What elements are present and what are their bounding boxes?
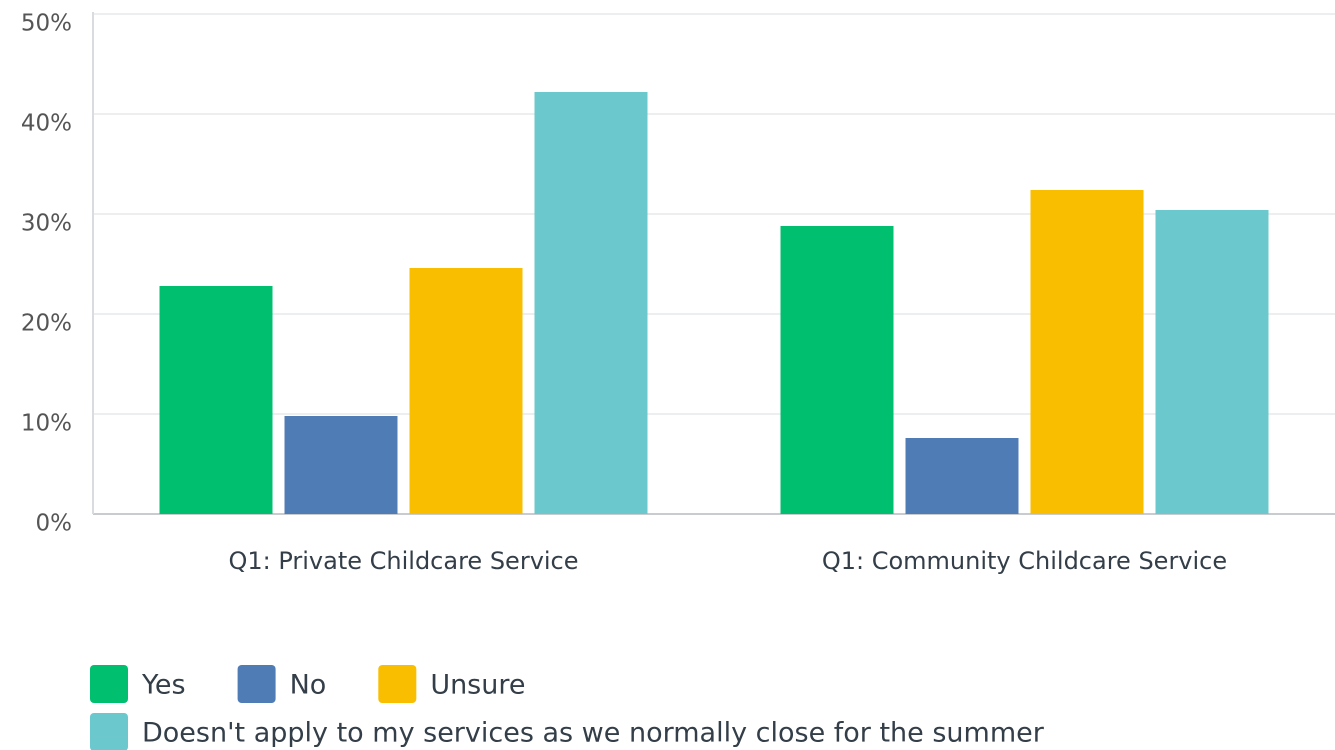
- bar: [1030, 190, 1144, 514]
- legend-swatch: [237, 665, 276, 703]
- x-tick-label: Q1: Private Childcare Service: [228, 547, 578, 575]
- x-tick-label: Q1: Community Childcare Service: [822, 547, 1227, 575]
- legend-label: No: [290, 670, 327, 701]
- legend-label: Unsure: [430, 670, 525, 701]
- legend-swatch: [90, 665, 128, 703]
- bar: [780, 226, 894, 514]
- y-tick-label: 40%: [21, 111, 72, 137]
- legend-label: Yes: [141, 670, 186, 701]
- y-tick-label: 20%: [21, 311, 72, 337]
- bar: [534, 92, 648, 514]
- bar: [409, 268, 523, 514]
- bar: [284, 416, 398, 514]
- legend-label: Doesn't apply to my services as we norma…: [142, 718, 1045, 749]
- y-tick-label: 10%: [21, 411, 72, 437]
- bar: [1155, 210, 1269, 514]
- y-tick-label: 50%: [21, 11, 72, 37]
- bar: [159, 286, 273, 514]
- y-tick-label: 30%: [21, 211, 72, 237]
- legend-swatch: [90, 713, 128, 750]
- legend-swatch: [378, 665, 417, 703]
- y-tick-label: 0%: [36, 511, 73, 537]
- bar: [905, 438, 1019, 514]
